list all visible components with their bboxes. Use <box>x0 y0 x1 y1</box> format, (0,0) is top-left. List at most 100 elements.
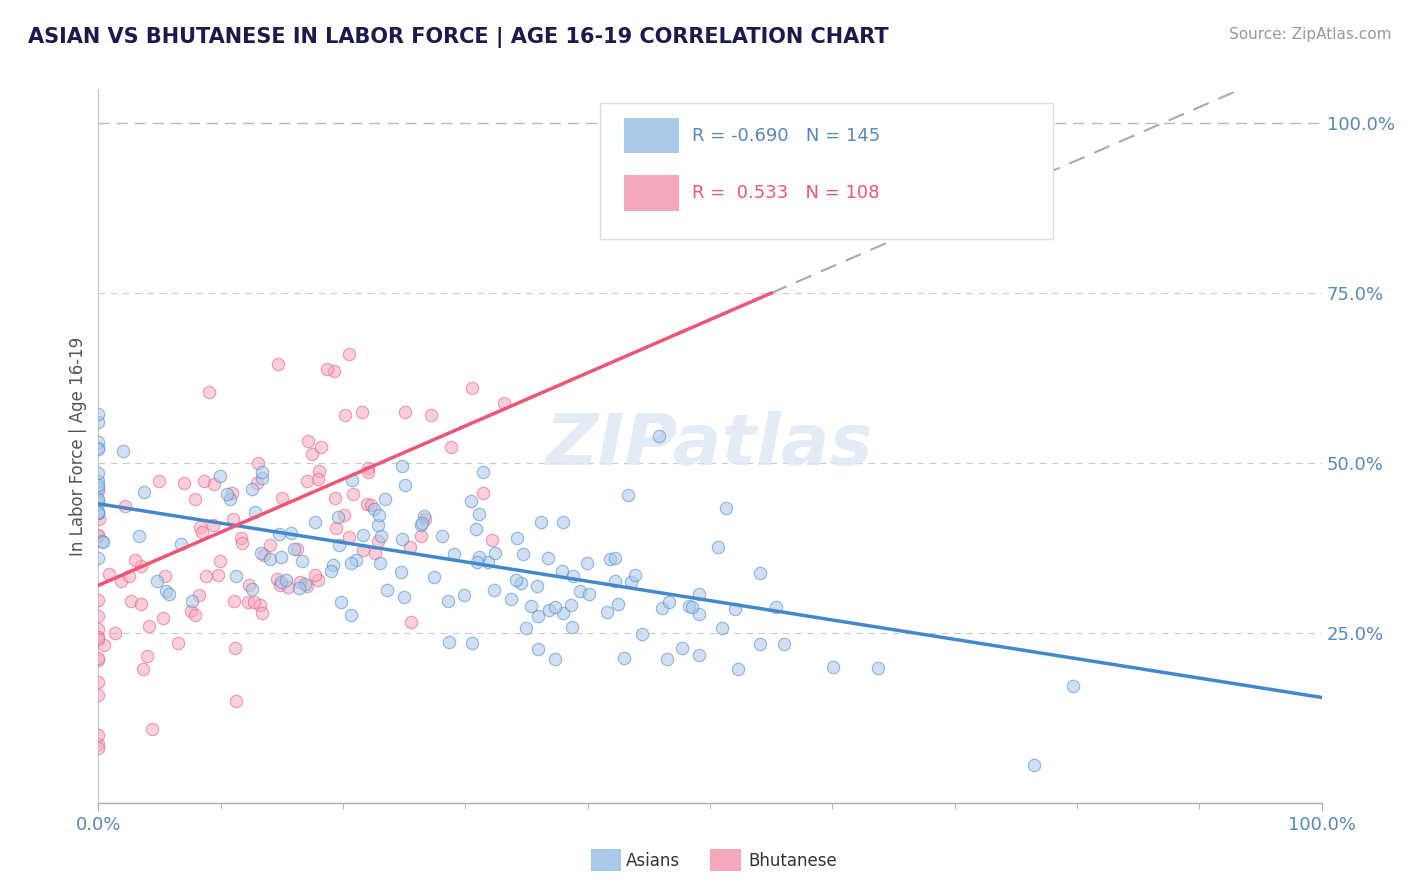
Point <box>138 619 160 633</box>
Point <box>340 608 363 623</box>
Point <box>229 531 252 545</box>
Point <box>671 640 693 655</box>
Point <box>152 611 174 625</box>
Point <box>561 620 583 634</box>
Point <box>132 662 155 676</box>
Point <box>658 595 681 609</box>
Point <box>87 491 110 506</box>
Point <box>477 555 499 569</box>
Point <box>193 474 215 488</box>
Point <box>325 521 347 535</box>
Point <box>304 568 326 582</box>
Point <box>461 381 484 395</box>
Text: R = -0.690   N = 145: R = -0.690 N = 145 <box>692 127 880 145</box>
Point <box>120 594 142 608</box>
Point <box>191 524 214 539</box>
Point <box>657 651 679 665</box>
Point <box>240 582 263 596</box>
Point <box>288 581 311 595</box>
Point <box>367 533 389 548</box>
Point <box>460 493 482 508</box>
Point <box>87 512 110 526</box>
FancyBboxPatch shape <box>624 118 679 153</box>
Point <box>238 578 260 592</box>
Point <box>188 519 211 533</box>
Point <box>87 529 110 543</box>
Point <box>291 554 314 568</box>
Point <box>688 648 710 663</box>
Point <box>247 456 270 470</box>
Point <box>453 588 475 602</box>
Point <box>678 599 700 614</box>
Point <box>91 535 114 549</box>
Point <box>87 415 110 429</box>
Point <box>90 534 112 549</box>
Point <box>512 547 534 561</box>
Point <box>352 543 374 558</box>
Point <box>269 526 291 541</box>
Point <box>170 536 193 550</box>
Point <box>515 621 537 635</box>
Point <box>370 557 392 571</box>
Point <box>323 491 346 505</box>
Point <box>538 603 561 617</box>
Point <box>765 599 787 614</box>
Point <box>624 567 647 582</box>
Point <box>307 472 329 486</box>
Point <box>360 498 382 512</box>
Point <box>350 405 373 419</box>
Point <box>409 529 432 543</box>
Point <box>468 507 491 521</box>
Point <box>308 464 330 478</box>
Point <box>724 602 747 616</box>
Point <box>236 595 259 609</box>
Point <box>710 621 733 635</box>
Point <box>389 565 412 579</box>
Point <box>304 515 326 529</box>
FancyBboxPatch shape <box>624 175 679 211</box>
Point <box>97 566 120 581</box>
Point <box>631 626 654 640</box>
Point <box>337 347 360 361</box>
Point <box>166 636 188 650</box>
Point <box>412 508 434 523</box>
Point <box>619 574 641 589</box>
Point <box>87 631 110 645</box>
Point <box>506 531 529 545</box>
Point <box>461 636 484 650</box>
Point <box>195 568 218 582</box>
Point <box>141 723 163 737</box>
Point <box>269 578 291 592</box>
Point <box>87 593 110 607</box>
Point <box>87 441 110 455</box>
Point <box>87 506 110 520</box>
Point <box>87 737 110 751</box>
Text: ZIPatlas: ZIPatlas <box>547 411 873 481</box>
Point <box>283 542 305 557</box>
Point <box>374 491 396 506</box>
Point <box>399 540 422 554</box>
Point <box>419 408 441 422</box>
Point <box>394 404 416 418</box>
Point <box>315 362 337 376</box>
Point <box>87 608 110 623</box>
Point <box>294 577 316 591</box>
Point <box>544 652 567 666</box>
Point <box>432 529 454 543</box>
Point <box>217 487 239 501</box>
Point <box>651 600 673 615</box>
Point <box>707 541 730 555</box>
Point <box>749 566 772 580</box>
Point <box>337 530 360 544</box>
Point <box>87 434 110 449</box>
Point <box>505 573 527 587</box>
Point <box>544 600 567 615</box>
FancyBboxPatch shape <box>600 103 1053 239</box>
Point <box>270 575 292 590</box>
Point <box>87 442 110 456</box>
Point <box>370 529 392 543</box>
Point <box>243 595 266 609</box>
Point <box>87 688 110 702</box>
Point <box>87 652 110 666</box>
Point <box>128 528 150 542</box>
